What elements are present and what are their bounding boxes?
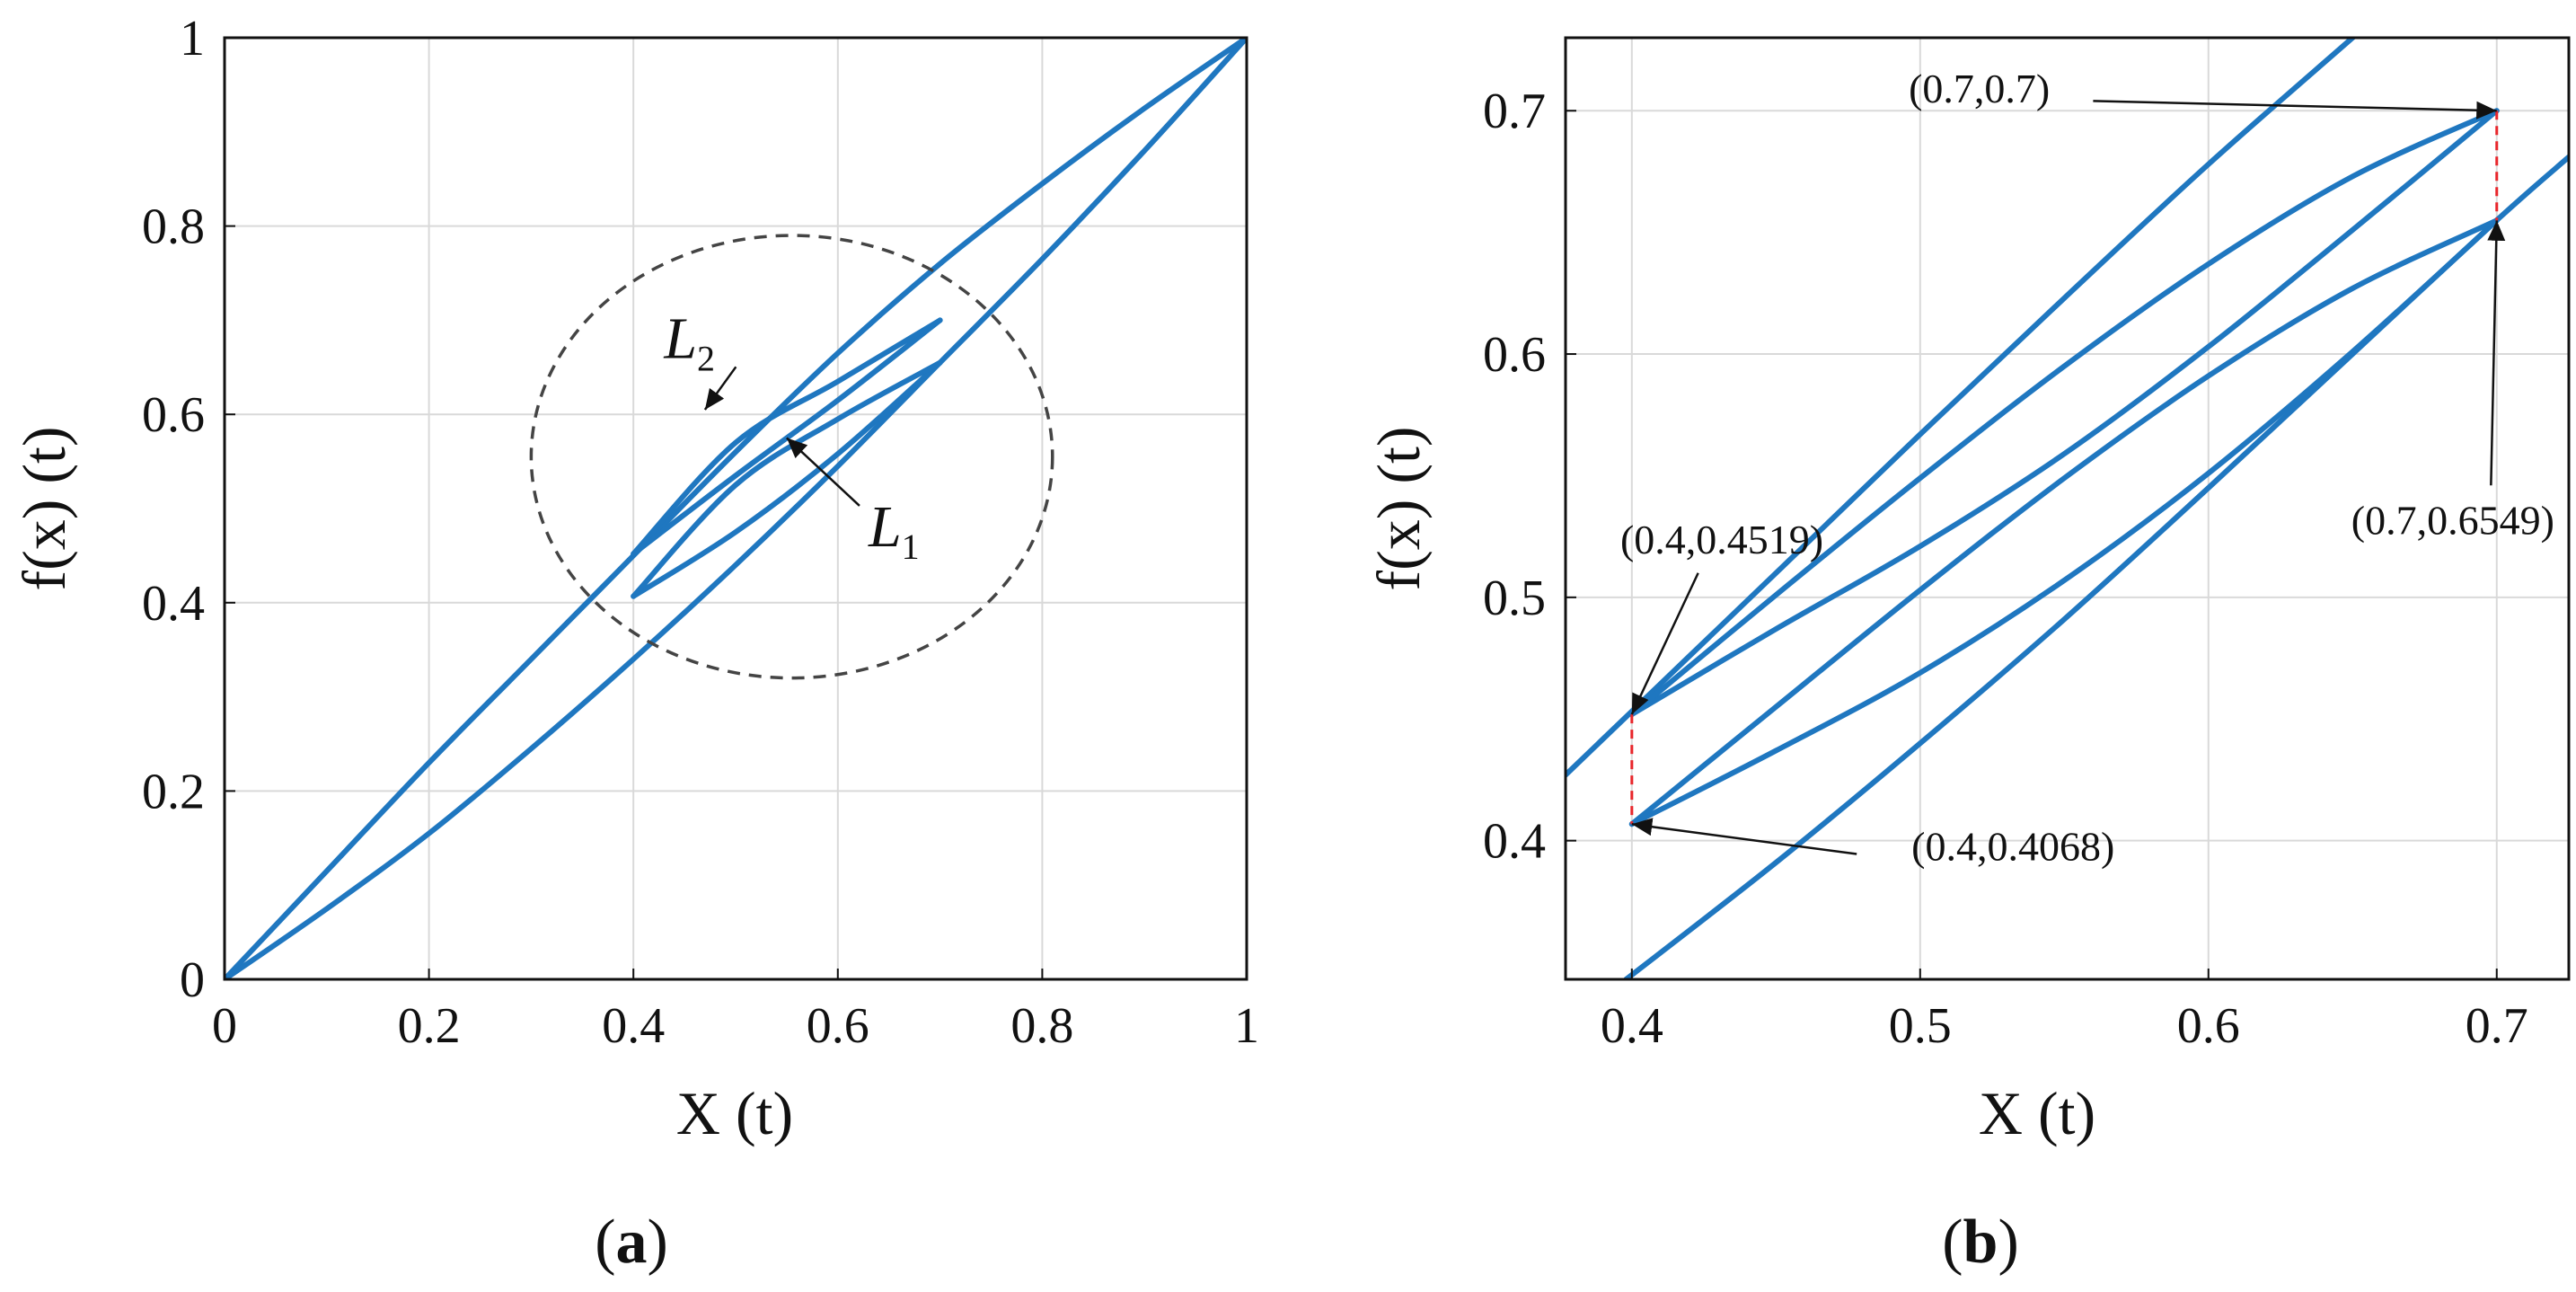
curve-label-arrow	[786, 437, 860, 507]
point-annotation: (0.7,0.7)	[1909, 66, 2050, 111]
y-tick-label: 0.4	[142, 576, 205, 632]
y-tick-label: 0.8	[142, 199, 205, 255]
highlight-circle	[529, 234, 1054, 680]
panel-a-grid	[224, 37, 1248, 980]
y-tick-label: 0	[180, 952, 205, 1008]
series-line-lower-major-branch	[225, 38, 1247, 979]
annotation-arrow	[2093, 100, 2497, 119]
x-tick-label: 0	[212, 998, 237, 1054]
panel-a-caption: (a)	[595, 1208, 668, 1277]
panel-a-annotations: L2 L1	[529, 234, 1054, 680]
series-line-L2-lower	[1628, 217, 2500, 827]
y-tick-label: 0.6	[142, 387, 205, 443]
x-tick-label: 0.7	[2466, 998, 2528, 1054]
series-line-L2-upper	[631, 317, 943, 557]
x-tick-label: 0.4	[602, 998, 665, 1054]
panel-a-series	[225, 38, 1247, 979]
y-tick-label: 0.5	[1483, 571, 1546, 626]
panel-a-ticks: 0 0.2 0.4 0.6 0.8 1 0 0.2 0.4 0.6 0.8 1	[142, 11, 1259, 1054]
panel-b-ticks: 0.4 0.5 0.6 0.7 0.4 0.5 0.6 0.7	[1483, 84, 2528, 1054]
panel-a-axes-box	[223, 36, 1248, 981]
y-tick-label: 0.6	[1483, 327, 1546, 383]
panel-b-axes-box	[1564, 36, 2571, 981]
x-tick-label: 0.6	[807, 998, 869, 1054]
panel-a-y-axis-label: f(x) (t)	[10, 426, 78, 590]
panel-b-annotations: (0.7,0.7) (0.7,0.6549) (0.4,0.4519) (0.4,0.…	[1620, 66, 2554, 870]
x-tick-label: 0.5	[1889, 998, 1952, 1054]
series-line-L2-upper	[1628, 108, 2500, 718]
curve-label-arrow	[703, 366, 737, 411]
panel-a-x-axis-label: X (t)	[676, 1079, 793, 1147]
point-annotation: (0.7,0.6549)	[2351, 497, 2554, 543]
point-annotation: (0.4,0.4068)	[1911, 823, 2114, 869]
panel-b-y-axis-label: f(x) (t)	[1364, 426, 1433, 590]
y-tick-label: 1	[180, 11, 205, 66]
curve-label-L2: L2	[663, 305, 715, 378]
point-annotation: (0.4,0.4519)	[1620, 517, 1823, 562]
series-line-L1-lower	[1628, 217, 2500, 827]
panel-b-caption: (b)	[1942, 1208, 2019, 1277]
x-tick-label: 0.8	[1010, 998, 1073, 1054]
x-tick-label: 0.4	[1601, 998, 1663, 1054]
series-line-L2-lower	[631, 359, 943, 599]
panel-b-x-axis-label: X (t)	[1979, 1079, 2095, 1147]
curve-label-L1: L1	[868, 494, 920, 567]
x-tick-label: 1	[1234, 998, 1259, 1054]
series-line-L1-lower	[631, 359, 943, 599]
x-tick-label: 0.2	[398, 998, 461, 1054]
series-line-upper-major-branch	[1566, 38, 2357, 778]
panel-b-chart: (0.7,0.7) (0.7,0.6549) (0.4,0.4519) (0.4,0.…	[1364, 36, 2571, 1277]
annotation-arrow	[2487, 220, 2506, 486]
panel-b-series	[1566, 38, 2569, 979]
y-tick-label: 0.7	[1483, 84, 1546, 139]
series-line-L1-upper	[1628, 108, 2500, 718]
series-line-L1-upper	[631, 317, 943, 557]
annotation-arrow	[1631, 818, 1857, 855]
y-tick-label: 0.2	[142, 764, 205, 819]
y-tick-label: 0.4	[1483, 814, 1546, 870]
annotation-arrow	[1630, 572, 1699, 715]
series-line-upper-major-branch	[225, 38, 1247, 979]
x-tick-label: 0.6	[2177, 998, 2240, 1054]
